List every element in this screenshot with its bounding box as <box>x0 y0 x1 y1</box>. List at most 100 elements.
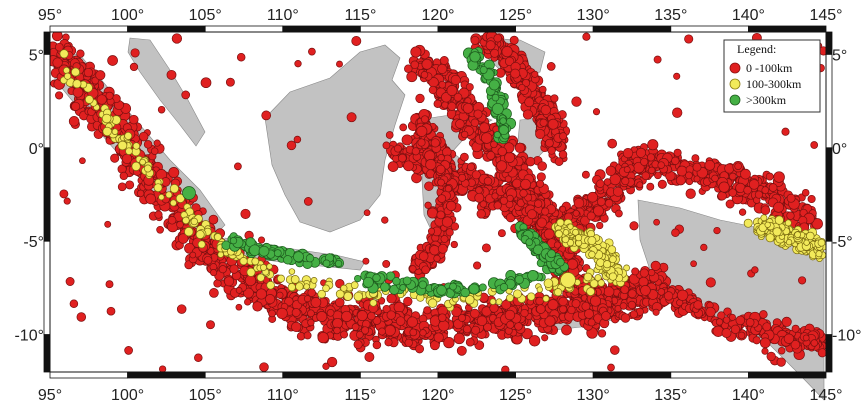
shallow-event-marker <box>546 62 556 71</box>
shallow-event-marker <box>409 265 417 273</box>
deep-event-marker <box>258 245 270 257</box>
shallow-event-marker <box>310 297 322 308</box>
shallow-event-marker <box>303 197 313 206</box>
intermediate-event-marker <box>583 272 593 282</box>
shallow-event-marker <box>713 226 721 235</box>
shallow-event-marker <box>777 346 786 355</box>
intermediate-event-marker <box>589 279 599 288</box>
shallow-event-marker <box>176 304 187 314</box>
shallow-event-marker <box>501 46 513 58</box>
frame-top-segment <box>127 25 206 33</box>
shallow-event-marker <box>748 179 760 190</box>
deep-event-marker <box>182 186 196 200</box>
shallow-event-marker <box>715 318 724 326</box>
shallow-event-marker <box>514 142 526 153</box>
shallow-event-marker <box>200 77 212 89</box>
deep-event-marker <box>478 283 487 292</box>
shallow-event-marker <box>420 115 429 124</box>
deep-event-marker <box>354 274 362 283</box>
frame-bottom-segment <box>670 371 749 379</box>
intermediate-event-marker <box>295 282 304 291</box>
shallow-event-marker <box>421 265 430 275</box>
intermediate-event-marker <box>350 281 359 289</box>
shallow-event-marker <box>351 323 360 331</box>
shallow-event-marker <box>436 164 446 174</box>
shallow-event-marker <box>255 288 267 300</box>
shallow-event-marker <box>691 154 700 163</box>
intermediate-event-marker <box>277 274 285 283</box>
shallow-event-marker <box>184 260 194 270</box>
shallow-event-marker <box>446 200 457 212</box>
shallow-event-marker <box>189 251 197 259</box>
shallow-event-marker <box>559 305 568 314</box>
shallow-event-marker <box>333 326 341 335</box>
shallow-event-marker <box>734 162 742 170</box>
intermediate-event-marker <box>427 298 438 308</box>
intermediate-event-marker <box>303 283 310 290</box>
shallow-event-marker <box>759 337 771 349</box>
shallow-event-marker <box>810 339 819 347</box>
intermediate-event-marker <box>184 227 194 237</box>
deep-event-marker <box>334 259 343 268</box>
intermediate-event-marker <box>369 299 378 307</box>
intermediate-event-marker <box>182 216 190 225</box>
shallow-event-marker <box>439 56 449 65</box>
deep-event-marker <box>402 276 412 286</box>
shallow-event-marker <box>783 333 795 344</box>
deep-event-marker <box>418 280 428 290</box>
shallow-event-marker <box>531 70 539 78</box>
shallow-event-marker <box>506 194 514 202</box>
shallow-event-marker <box>433 332 444 343</box>
shallow-event-marker <box>535 296 544 306</box>
intermediate-event-marker <box>64 72 72 80</box>
shallow-event-marker <box>499 196 508 205</box>
shallow-event-marker <box>59 189 69 199</box>
deep-event-marker <box>283 255 293 265</box>
shallow-event-marker <box>725 199 735 209</box>
intermediate-event-marker <box>124 131 133 140</box>
shallow-event-marker <box>453 92 463 102</box>
shallow-event-marker <box>210 269 218 277</box>
shallow-event-marker <box>223 276 235 287</box>
intermediate-event-marker <box>562 229 570 236</box>
deep-event-marker <box>491 102 504 115</box>
shallow-event-marker <box>79 157 86 165</box>
intermediate-event-marker <box>587 236 597 246</box>
shallow-event-marker <box>181 90 191 100</box>
shallow-event-marker <box>436 210 446 220</box>
shallow-event-marker <box>573 197 585 209</box>
shallow-event-marker <box>541 207 550 216</box>
frame-left-segment <box>43 334 51 373</box>
shallow-event-marker <box>154 210 163 219</box>
deep-event-marker <box>491 93 500 102</box>
frame-bottom-segment <box>515 371 594 379</box>
shallow-event-marker <box>571 96 582 107</box>
shallow-event-marker <box>307 288 316 297</box>
shallow-event-marker <box>387 161 399 172</box>
intermediate-event-marker <box>609 255 617 264</box>
shallow-event-marker <box>512 178 522 189</box>
intermediate-event-marker <box>815 250 823 258</box>
intermediate-event-marker <box>527 292 536 301</box>
intermediate-event-marker <box>117 140 128 151</box>
intermediate-event-marker <box>139 158 146 166</box>
shallow-event-marker <box>558 296 568 307</box>
shallow-event-marker <box>802 334 810 342</box>
shallow-event-marker <box>540 104 551 116</box>
shallow-event-marker <box>469 308 480 319</box>
shallow-event-marker <box>728 172 737 181</box>
shallow-event-marker <box>596 179 605 188</box>
shallow-event-marker <box>545 138 554 148</box>
shallow-event-marker <box>157 105 166 114</box>
shallow-event-marker <box>620 285 630 295</box>
shallow-event-marker <box>240 208 251 219</box>
shallow-event-marker <box>176 220 184 229</box>
shallow-event-marker <box>566 258 579 270</box>
shallow-event-marker <box>653 218 660 226</box>
shallow-event-marker <box>425 159 437 171</box>
intermediate-event-marker <box>322 284 330 293</box>
shallow-event-marker <box>506 320 515 329</box>
shallow-event-marker <box>760 205 771 215</box>
shallow-event-marker <box>76 49 85 58</box>
intermediate-event-marker <box>132 142 141 150</box>
